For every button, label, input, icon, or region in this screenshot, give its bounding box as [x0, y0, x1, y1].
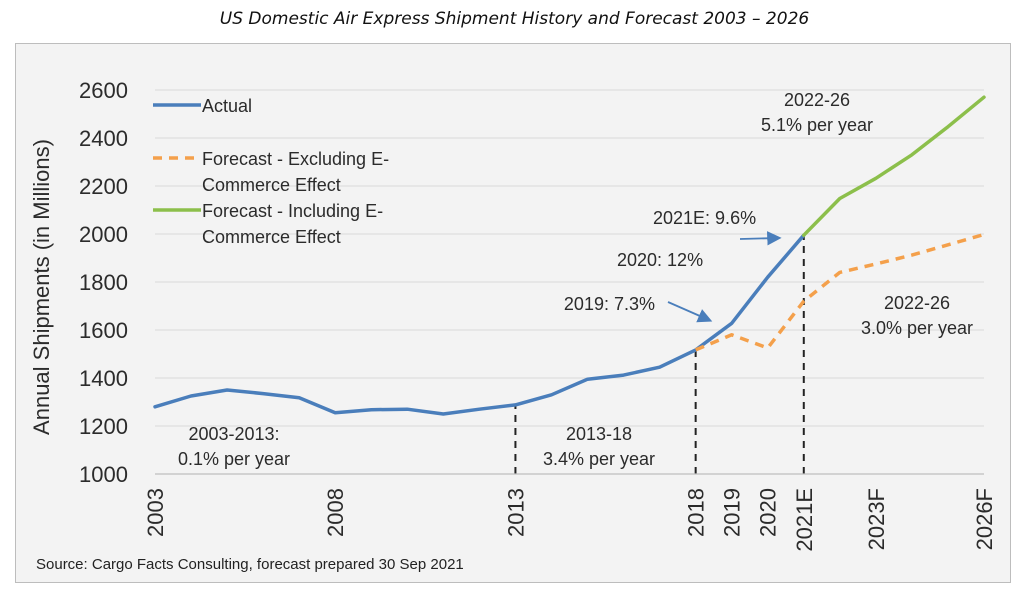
x-tick-label-2018: 2018	[684, 488, 709, 537]
x-tick-label-2003: 2003	[143, 488, 168, 537]
x-tick-label-2021E: 2021E	[792, 488, 817, 552]
series-lines	[153, 95, 986, 416]
x-tick-label-2019: 2019	[720, 488, 745, 537]
ann-2020-line-0: 2020: 12%	[617, 250, 703, 270]
legend-label-2-0: Forecast - Including E-	[202, 201, 383, 221]
ann-2022-26-high-line-0: 2022-26	[784, 90, 850, 110]
ann-2022-26-low-line-1: 3.0% per year	[861, 318, 973, 338]
annotations: 2003-2013: 0.1% per year 2013-18 3.4% per y…	[178, 90, 973, 469]
y-tick-label-1000: 1000	[79, 462, 128, 487]
gridlines	[155, 89, 984, 427]
ann-2022-26-low-line-0: 2022-26	[884, 293, 950, 313]
ann-2013-18-line-0: 2013-18	[566, 424, 632, 444]
ann-2022-26-high-line-1: 5.1% per year	[761, 115, 873, 135]
series-line-1	[695, 232, 985, 352]
reference-lines	[514, 235, 805, 474]
y-tick-label-2600: 2600	[79, 78, 128, 103]
legend-label-1-1: Commerce Effect	[202, 175, 341, 195]
series-line-2	[802, 95, 986, 237]
y-tick-label-1600: 1600	[79, 318, 128, 343]
line-chart: 1000 1200 1400 1600 1800 2000 2200 2400 2600 2003…	[29, 78, 997, 552]
y-tick-label-2200: 2200	[79, 174, 128, 199]
chart-title: US Domestic Air Express Shipment History…	[219, 9, 810, 29]
ann-2013-18-line-1: 3.4% per year	[543, 449, 655, 469]
arrow-2021	[739, 231, 782, 246]
y-tick-label-1200: 1200	[79, 414, 128, 439]
legend-label-1-0: Forecast - Excluding E-	[202, 149, 389, 169]
y-axis-title: Annual Shipments (in Millions)	[29, 139, 54, 435]
x-tick-label-2013: 2013	[503, 488, 528, 537]
arrow-2019	[667, 301, 713, 323]
y-tick-label-2000: 2000	[79, 222, 128, 247]
legend-label-2-1: Commerce Effect	[202, 227, 341, 247]
ann-2019-line-0: 2019: 7.3%	[564, 294, 655, 314]
source-note: Source: Cargo Facts Consulting, forecast…	[36, 556, 464, 573]
ann-2021-line-0: 2021E: 9.6%	[653, 208, 756, 228]
y-tick-label-1800: 1800	[79, 270, 128, 295]
chart-frame: 1000 1200 1400 1600 1800 2000 2200 2400 2600 2003…	[15, 43, 1011, 583]
y-tick-label-1400: 1400	[79, 366, 128, 391]
ann-2003-2013-line-0: 2003-2013:	[188, 424, 279, 444]
legend: Actual Forecast - Excluding E- Commerce Ef…	[153, 96, 389, 247]
x-tick-label-2020: 2020	[756, 488, 781, 537]
x-tick-label-2008: 2008	[323, 488, 348, 537]
y-tick-label-2400: 2400	[79, 126, 128, 151]
legend-label-0-0: Actual	[202, 96, 252, 116]
x-tick-label-2026F: 2026F	[972, 488, 997, 550]
axes: 1000 1200 1400 1600 1800 2000 2200 2400 2600 2003…	[29, 78, 997, 552]
ann-2003-2013-line-1: 0.1% per year	[178, 449, 290, 469]
x-tick-label-2023F: 2023F	[864, 488, 889, 550]
series-line-0	[153, 233, 806, 416]
